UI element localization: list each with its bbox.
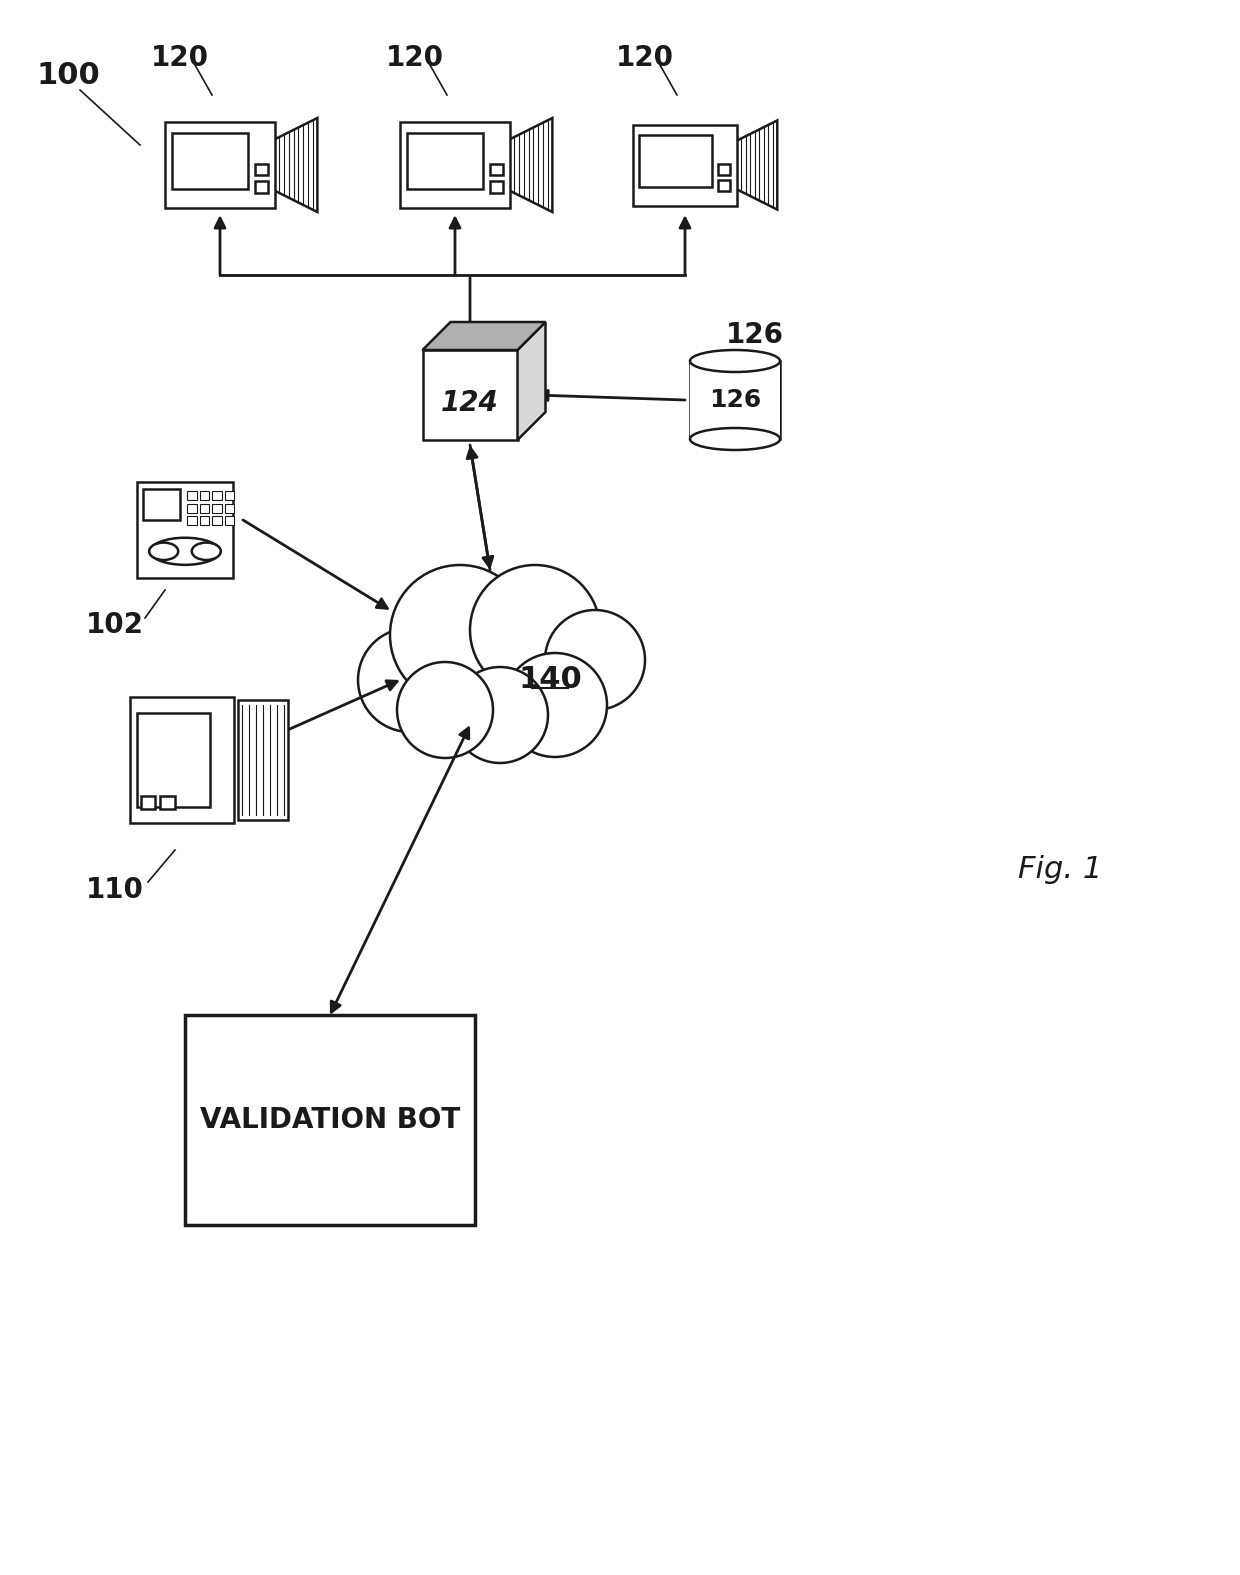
Polygon shape [423, 321, 546, 350]
Text: 126: 126 [725, 321, 784, 350]
Circle shape [503, 654, 608, 758]
Text: 100: 100 [36, 60, 100, 90]
Text: 120: 120 [151, 44, 210, 72]
FancyBboxPatch shape [490, 164, 503, 175]
FancyBboxPatch shape [187, 504, 197, 512]
FancyBboxPatch shape [187, 517, 197, 524]
Ellipse shape [689, 350, 780, 372]
FancyBboxPatch shape [185, 1014, 475, 1225]
FancyBboxPatch shape [187, 491, 197, 499]
Text: 120: 120 [386, 44, 444, 72]
Circle shape [470, 565, 600, 695]
FancyBboxPatch shape [423, 350, 517, 439]
Text: 124: 124 [441, 389, 498, 417]
FancyBboxPatch shape [212, 491, 222, 499]
FancyBboxPatch shape [718, 180, 730, 191]
Ellipse shape [192, 542, 221, 561]
FancyBboxPatch shape [689, 361, 780, 439]
Polygon shape [517, 321, 546, 439]
Ellipse shape [149, 542, 179, 561]
FancyBboxPatch shape [718, 164, 730, 175]
FancyBboxPatch shape [254, 181, 268, 192]
FancyBboxPatch shape [238, 701, 288, 821]
FancyBboxPatch shape [224, 517, 234, 524]
FancyBboxPatch shape [138, 713, 210, 808]
Text: Fig. 1: Fig. 1 [1018, 855, 1102, 885]
FancyBboxPatch shape [144, 490, 180, 520]
Text: 102: 102 [86, 611, 144, 639]
FancyBboxPatch shape [140, 795, 155, 808]
FancyBboxPatch shape [634, 124, 737, 205]
Text: 140: 140 [518, 666, 582, 695]
Text: 126: 126 [709, 387, 761, 413]
Text: 110: 110 [86, 876, 144, 904]
FancyBboxPatch shape [212, 517, 222, 524]
Ellipse shape [689, 428, 780, 450]
FancyBboxPatch shape [407, 132, 484, 189]
Ellipse shape [150, 537, 219, 565]
FancyBboxPatch shape [401, 123, 510, 208]
Circle shape [453, 666, 548, 762]
Circle shape [397, 662, 494, 758]
Circle shape [358, 628, 463, 732]
Circle shape [546, 610, 645, 710]
FancyBboxPatch shape [130, 698, 234, 824]
FancyBboxPatch shape [200, 517, 210, 524]
FancyBboxPatch shape [640, 134, 712, 187]
Circle shape [391, 565, 529, 706]
FancyBboxPatch shape [254, 164, 268, 175]
Text: VALIDATION BOT: VALIDATION BOT [200, 1106, 460, 1134]
Text: 120: 120 [616, 44, 675, 72]
FancyBboxPatch shape [136, 482, 233, 578]
FancyBboxPatch shape [200, 504, 210, 512]
FancyBboxPatch shape [490, 181, 503, 192]
Polygon shape [274, 118, 317, 213]
Polygon shape [510, 118, 552, 213]
FancyBboxPatch shape [160, 795, 175, 808]
FancyBboxPatch shape [212, 504, 222, 512]
Polygon shape [737, 120, 777, 209]
FancyBboxPatch shape [224, 491, 234, 499]
FancyBboxPatch shape [200, 491, 210, 499]
FancyBboxPatch shape [165, 123, 274, 208]
FancyBboxPatch shape [224, 504, 234, 512]
FancyBboxPatch shape [172, 132, 248, 189]
